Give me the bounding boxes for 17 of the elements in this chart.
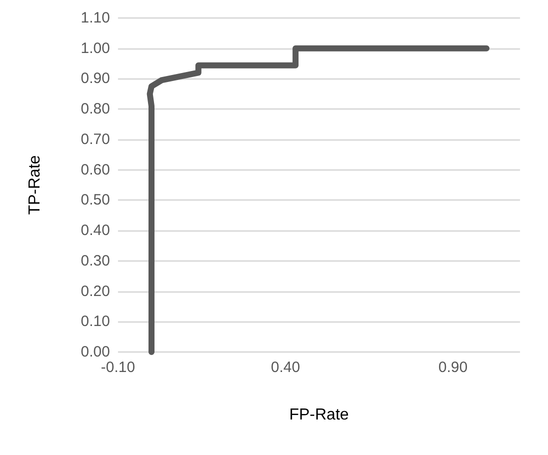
y-tick-label: 0.00	[80, 344, 110, 360]
y-tick-label: 0.40	[80, 222, 110, 240]
y-tick-label: 0.70	[80, 130, 110, 148]
y-tick-label: 0.10	[80, 313, 110, 330]
x-tick-label: -0.10	[100, 359, 136, 376]
y-tick-label: 1.00	[80, 40, 110, 57]
y-tick-label: 0.20	[80, 282, 110, 300]
x-axis-title: FP-Rate	[289, 406, 349, 424]
y-tick-label: 0.60	[80, 161, 110, 178]
y-tick-label: 0.30	[80, 252, 110, 270]
y-axis-title: TP-Rate	[26, 155, 44, 215]
y-tick-label: 0.80	[80, 100, 110, 118]
x-tick-label: 0.90	[438, 359, 468, 376]
y-tick-label: 1.10	[80, 10, 110, 26]
y-tick-label: 0.50	[80, 192, 110, 209]
y-tick-label: 0.90	[80, 70, 110, 88]
x-tick-label: 0.40	[270, 359, 300, 376]
